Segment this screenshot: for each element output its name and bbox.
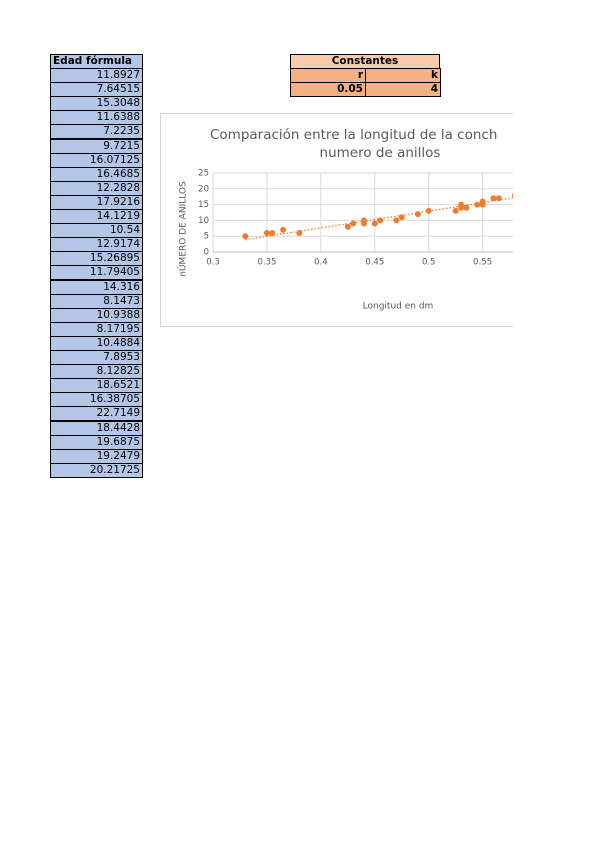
table-cell: 22.7149 — [50, 406, 143, 422]
table-cell: 9.7215 — [50, 138, 143, 154]
table-header: Edad fórmula — [50, 54, 143, 69]
table-cell: 0.05 — [290, 82, 366, 97]
point — [377, 217, 384, 224]
x-axis-label: Longitud en dm — [363, 302, 434, 312]
table-cell: 10.54 — [50, 223, 143, 239]
point — [479, 201, 486, 208]
table-cell: 11.8927 — [50, 68, 143, 84]
table-cell: 8.12825 — [50, 364, 143, 380]
table-cell: 16.07125 — [50, 152, 143, 168]
y-tick-label: 5 — [204, 232, 209, 242]
x-tick-label: 0.55 — [473, 258, 492, 268]
y-axis-label: nÚMERO DE ANILLOS — [177, 181, 189, 277]
point — [512, 192, 513, 198]
table-cell: 11.79405 — [50, 265, 143, 281]
point — [296, 230, 303, 237]
table-header: k — [365, 68, 441, 83]
point — [371, 220, 378, 227]
y-tick-label: 0 — [204, 248, 209, 258]
point — [425, 207, 432, 214]
table-cell: 19.2479 — [50, 448, 143, 464]
point — [458, 204, 465, 211]
point — [495, 195, 502, 202]
table-cell: 8.17195 — [50, 321, 143, 337]
table-header: r — [290, 68, 366, 83]
table-cell: 18.4428 — [50, 420, 143, 436]
table-cell: 20.21725 — [50, 462, 143, 478]
table-cell: 12.2828 — [50, 180, 143, 196]
point — [463, 204, 470, 211]
point — [350, 220, 357, 227]
y-tick-label: 10 — [198, 216, 209, 226]
point — [490, 195, 497, 202]
point — [263, 230, 270, 237]
chart-title: numero de anillos — [320, 145, 441, 161]
x-tick-label: 0.5 — [422, 258, 436, 268]
table-cell: 15.3048 — [50, 96, 143, 112]
x-tick-label: 0.3 — [206, 258, 220, 268]
point — [280, 226, 287, 233]
table-cell: 15.26895 — [50, 251, 143, 267]
chart: Comparación entre la longitud de la conc… — [160, 113, 513, 327]
table-cell: 11.6388 — [50, 110, 143, 126]
table-cell: 7.8953 — [50, 350, 143, 366]
table-cell: 4 — [365, 82, 441, 97]
table-cell: 14.316 — [50, 279, 143, 295]
table-cell: 14.1219 — [50, 209, 143, 225]
table-cell: 10.9388 — [50, 307, 143, 323]
x-tick-label: 0.35 — [257, 258, 276, 268]
point — [242, 233, 249, 240]
y-tick-label: 15 — [198, 200, 209, 210]
point — [452, 207, 459, 214]
point — [398, 214, 405, 221]
table-cell: 12.9174 — [50, 237, 143, 253]
point — [414, 211, 421, 218]
point — [344, 223, 351, 230]
table-cell: 7.2235 — [50, 124, 143, 140]
chart-title: Comparación entre la longitud de la conc… — [210, 127, 497, 143]
table-cell: 16.4685 — [50, 166, 143, 182]
table-cell: 17.9216 — [50, 194, 143, 210]
point — [393, 217, 400, 224]
y-tick-label: 25 — [198, 169, 209, 179]
point — [361, 220, 367, 227]
y-tick-label: 20 — [198, 184, 209, 194]
table-cell: 7.64515 — [50, 82, 143, 98]
table-cell: 19.6875 — [50, 434, 143, 450]
point — [269, 230, 276, 237]
table-cell: 16.38705 — [50, 392, 143, 408]
table-cell: 8.1473 — [50, 293, 143, 309]
table-cell: 18.6521 — [50, 378, 143, 394]
table-header: Constantes — [290, 54, 440, 69]
x-tick-label: 0.45 — [365, 258, 384, 268]
point — [474, 201, 481, 208]
x-tick-label: 0.4 — [314, 258, 328, 268]
table-cell: 10.4884 — [50, 335, 143, 351]
